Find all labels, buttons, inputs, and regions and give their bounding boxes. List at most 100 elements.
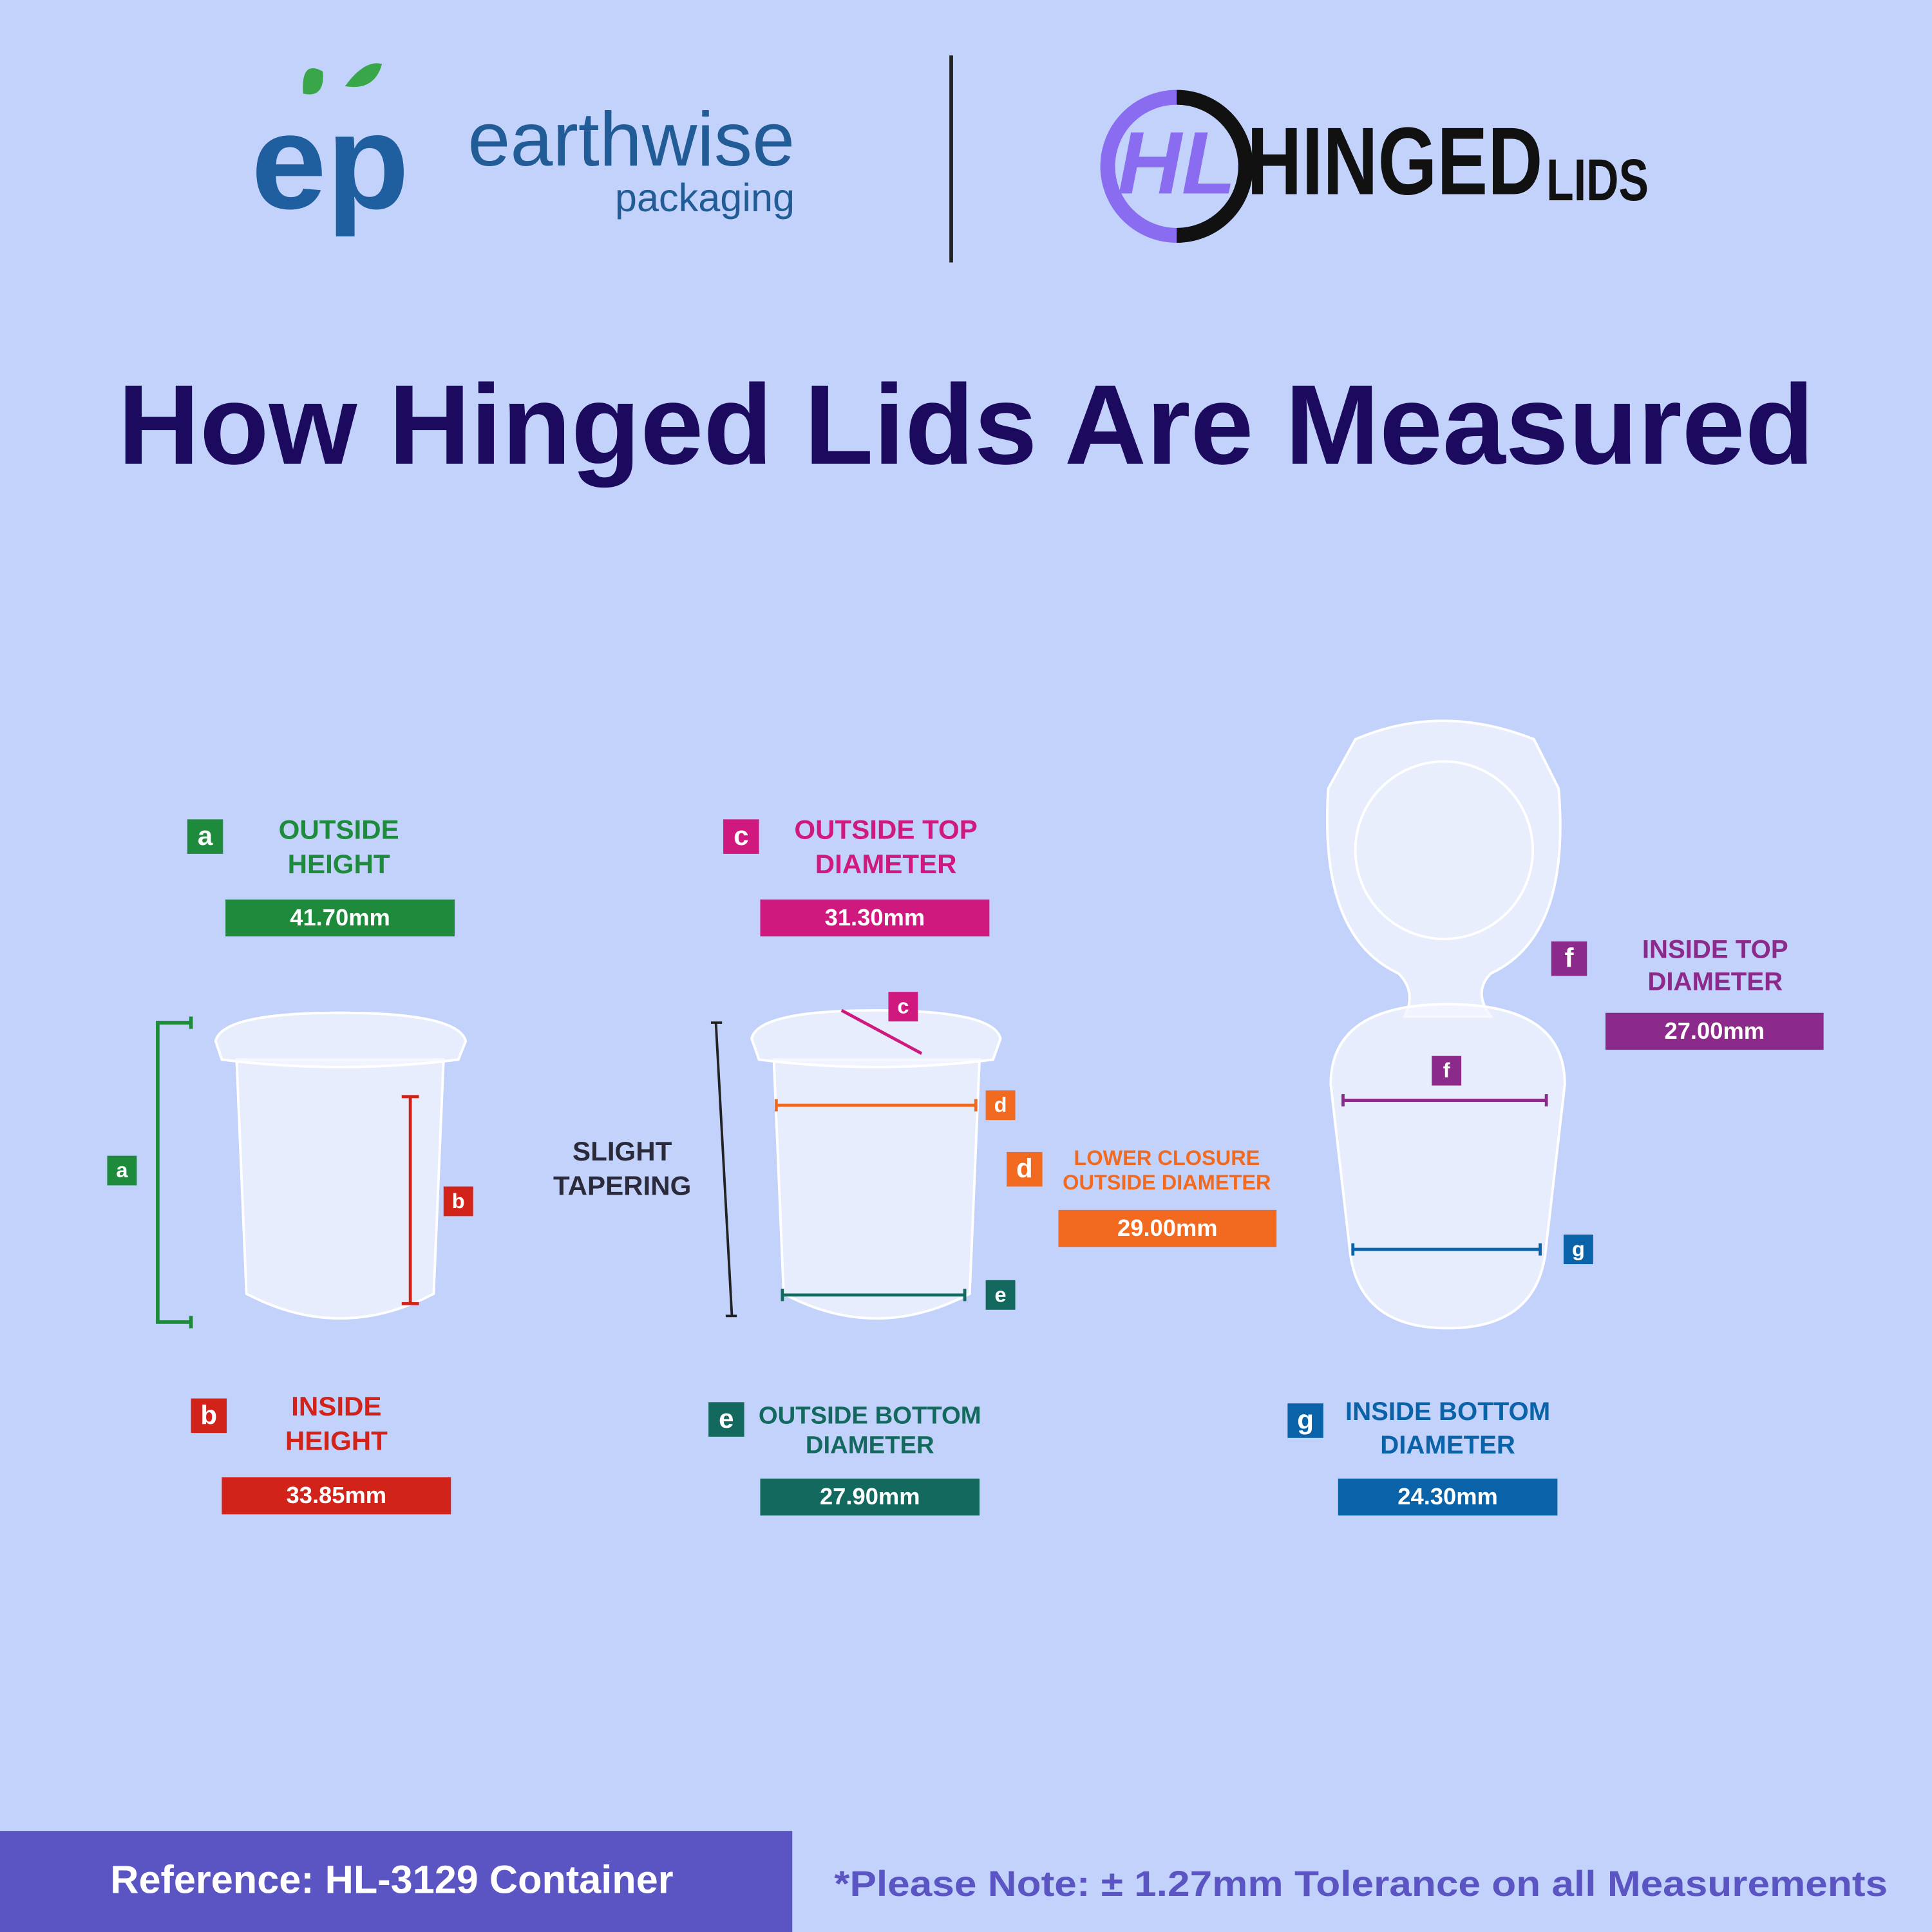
measurement-label: OUTSIDE bbox=[279, 815, 399, 845]
letter-box bbox=[723, 819, 759, 854]
dimension-line bbox=[401, 1095, 419, 1305]
logo-name: HINGED bbox=[1247, 108, 1542, 215]
letter: c bbox=[734, 820, 748, 851]
letter: a bbox=[198, 820, 213, 851]
marker-box bbox=[107, 1155, 137, 1186]
dimension-line bbox=[774, 1099, 978, 1112]
container-lid bbox=[214, 1011, 468, 1068]
marker-letter: e bbox=[995, 1283, 1007, 1306]
measurement-label: OUTSIDE DIAMETER bbox=[1063, 1171, 1271, 1194]
logo-name: earthwise bbox=[468, 97, 795, 182]
measurement-label: HEIGHT bbox=[285, 1426, 388, 1456]
value-bar bbox=[1605, 1012, 1824, 1050]
letter: e bbox=[719, 1403, 734, 1434]
letter-box bbox=[191, 1398, 227, 1434]
measurement-value: 27.90mm bbox=[820, 1483, 920, 1510]
marker-letter: b bbox=[452, 1189, 465, 1213]
dimension-line bbox=[840, 1009, 923, 1055]
marker-letter: a bbox=[116, 1159, 128, 1182]
logo-mark: ep bbox=[251, 85, 410, 237]
value-bar bbox=[225, 899, 455, 937]
measurement-label: INSIDE bbox=[291, 1391, 381, 1421]
leaf-icon bbox=[303, 63, 383, 95]
marker-letter: c bbox=[897, 995, 909, 1018]
measurement: b INSIDE HEIGHT 33.85mm bbox=[191, 1391, 451, 1515]
measurement-value: 27.00mm bbox=[1665, 1018, 1765, 1044]
container-body bbox=[772, 1058, 981, 1320]
logo-tagline: packaging bbox=[615, 176, 795, 220]
letter-box bbox=[708, 1402, 744, 1437]
marker-box bbox=[443, 1186, 473, 1217]
container-closed bbox=[750, 1009, 1002, 1320]
container-closed bbox=[214, 1011, 468, 1320]
letter-box bbox=[1007, 1151, 1043, 1187]
marker-letter: d bbox=[994, 1094, 1007, 1117]
measurement-value: 31.30mm bbox=[825, 904, 925, 931]
measurement-label: DIAMETER bbox=[806, 1431, 934, 1459]
dimension-line bbox=[156, 1016, 193, 1329]
measurement-label: OUTSIDE BOTTOM bbox=[759, 1401, 981, 1429]
footer-note: *Please Note: ± 1.27mm Tolerance on all … bbox=[834, 1864, 1888, 1904]
logo-mark: HL bbox=[1117, 113, 1236, 213]
dimension-line bbox=[781, 1289, 967, 1302]
measurement-value: 33.85mm bbox=[287, 1482, 387, 1508]
marker-letter: f bbox=[1443, 1059, 1450, 1082]
letter-box bbox=[187, 819, 223, 854]
logo-ring-dark bbox=[1177, 90, 1253, 243]
letter: f bbox=[1565, 943, 1575, 973]
value-bar bbox=[760, 1478, 980, 1516]
value-bar bbox=[1058, 1209, 1277, 1247]
marker-letter: g bbox=[1572, 1238, 1585, 1261]
letter: g bbox=[1297, 1405, 1314, 1435]
measurement-label: INSIDE TOP bbox=[1642, 935, 1788, 964]
tapering-note: TAPERING bbox=[553, 1171, 691, 1201]
value-bar bbox=[1338, 1478, 1558, 1516]
marker-box bbox=[985, 1280, 1016, 1310]
measurement-value: 29.00mm bbox=[1117, 1215, 1218, 1241]
hinged-lids-logo: HL HINGED LIDS bbox=[1100, 90, 1649, 243]
measurement: c OUTSIDE TOP DIAMETER 31.30mm bbox=[723, 815, 990, 937]
marker-box bbox=[1432, 1056, 1462, 1086]
measurement-label: HEIGHT bbox=[288, 849, 390, 879]
measurement: a OUTSIDE HEIGHT 41.70mm bbox=[187, 815, 455, 937]
tapering-line bbox=[710, 1021, 737, 1318]
container-body bbox=[235, 1058, 445, 1320]
footer-band bbox=[0, 1831, 793, 1932]
lid-inner bbox=[1354, 760, 1535, 940]
value-bar bbox=[222, 1477, 451, 1515]
earthwise-logo: ep earthwise packaging bbox=[251, 63, 795, 237]
marker-box bbox=[1563, 1235, 1593, 1265]
dimension-line bbox=[1341, 1094, 1548, 1107]
measurement-value: 24.30mm bbox=[1397, 1483, 1498, 1510]
letter-box bbox=[1287, 1403, 1323, 1438]
measurement-label: INSIDE BOTTOM bbox=[1345, 1397, 1550, 1426]
measurement-label: LOWER CLOSURE bbox=[1074, 1146, 1260, 1170]
measurement: f INSIDE TOP DIAMETER 27.00mm bbox=[1551, 935, 1824, 1050]
marker-box bbox=[888, 992, 918, 1022]
letter: b bbox=[200, 1399, 217, 1430]
value-bar bbox=[760, 899, 990, 937]
letter: d bbox=[1016, 1153, 1033, 1184]
measurement-value: 41.70mm bbox=[290, 904, 390, 931]
measurement-label: DIAMETER bbox=[1380, 1430, 1515, 1459]
container-lid bbox=[750, 1009, 1002, 1068]
title: How Hinged Lids Are Measured bbox=[118, 362, 1814, 488]
tapering-note: SLIGHT bbox=[573, 1136, 672, 1166]
logo-suffix: LIDS bbox=[1546, 147, 1649, 213]
measurement-label: DIAMETER bbox=[1647, 967, 1783, 996]
diagram-markers: a b c d e f g bbox=[107, 992, 1593, 1310]
measurement-blocks: a OUTSIDE HEIGHT 41.70mm c OUTSIDE TOP DIAMETE… bbox=[187, 815, 1824, 1516]
letter-box bbox=[1551, 941, 1587, 976]
measurement-label: OUTSIDE TOP bbox=[794, 815, 977, 845]
measurement: g INSIDE BOTTOM DIAMETER 24.30mm bbox=[1287, 1397, 1558, 1516]
container-open bbox=[1325, 719, 1566, 1330]
container-body bbox=[1329, 1003, 1566, 1330]
footer-reference: Reference: HL-3129 Container bbox=[110, 1858, 673, 1902]
measurement-label: DIAMETER bbox=[815, 849, 957, 879]
marker-box bbox=[985, 1090, 1016, 1121]
